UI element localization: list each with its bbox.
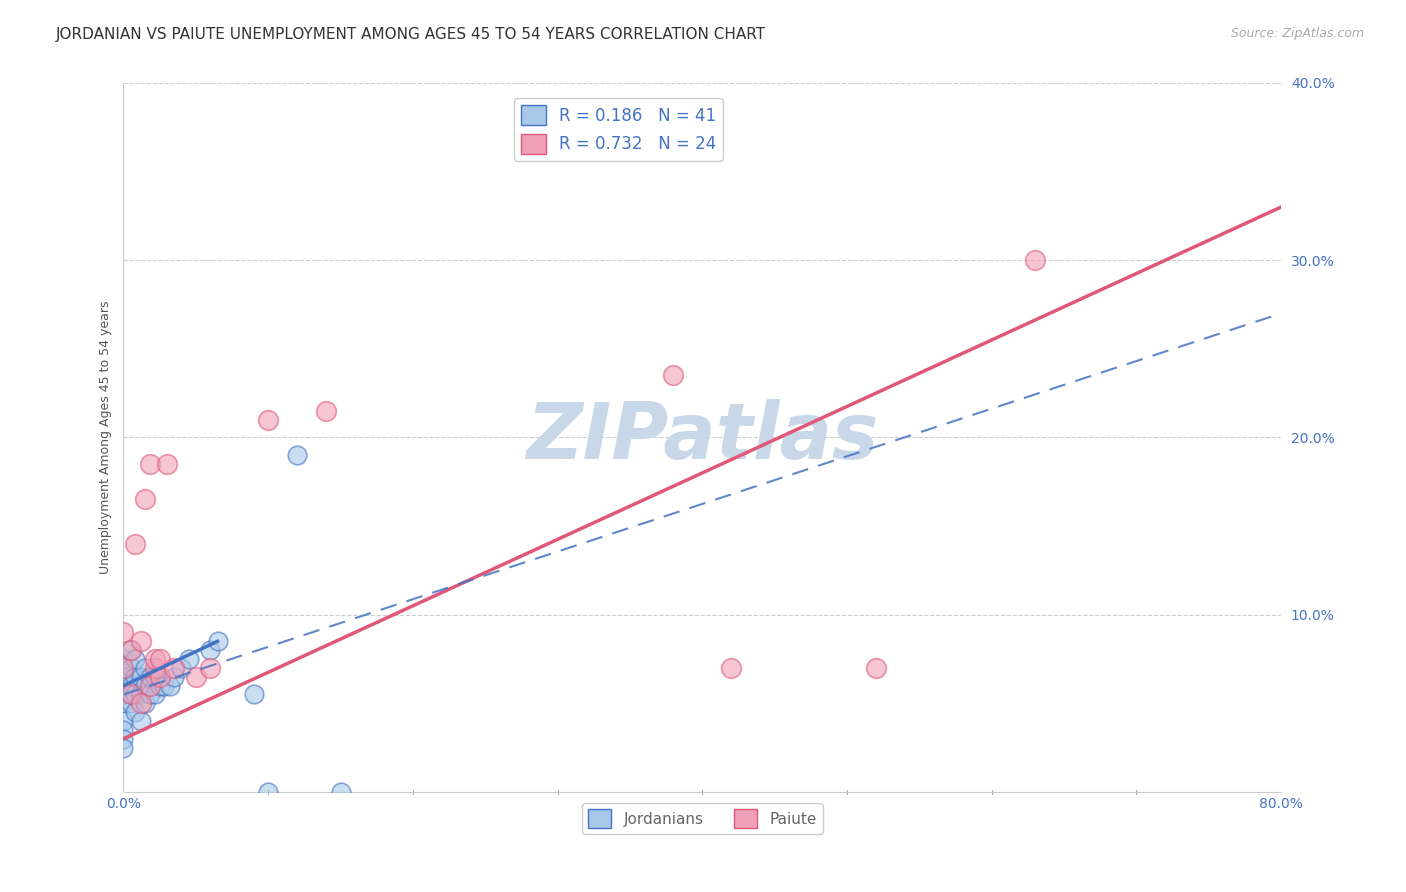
Point: [184, 670, 207, 684]
Text: ZIPatlas: ZIPatlas: [526, 400, 879, 475]
Point: [112, 670, 135, 684]
Point: [257, 785, 280, 799]
Point: [134, 661, 156, 675]
Point: [720, 661, 742, 675]
Point: [112, 723, 135, 737]
Point: [124, 537, 146, 551]
Point: [134, 679, 156, 693]
Point: [153, 679, 176, 693]
Point: [120, 696, 142, 710]
Point: [120, 679, 142, 693]
Text: JORDANIAN VS PAIUTE UNEMPLOYMENT AMONG AGES 45 TO 54 YEARS CORRELATION CHART: JORDANIAN VS PAIUTE UNEMPLOYMENT AMONG A…: [56, 27, 766, 42]
Point: [124, 652, 146, 666]
Point: [129, 714, 152, 728]
Point: [163, 661, 186, 675]
Point: [134, 492, 156, 507]
Text: Source: ZipAtlas.com: Source: ZipAtlas.com: [1230, 27, 1364, 40]
Legend: Jordanians, Paiute: Jordanians, Paiute: [582, 803, 823, 834]
Point: [242, 688, 264, 702]
Point: [207, 634, 229, 648]
Point: [138, 670, 160, 684]
Point: [129, 670, 152, 684]
Point: [143, 661, 166, 675]
Point: [257, 413, 280, 427]
Point: [138, 688, 160, 702]
Point: [134, 696, 156, 710]
Point: [156, 457, 179, 471]
Point: [143, 670, 166, 684]
Point: [138, 457, 160, 471]
Point: [177, 652, 200, 666]
Point: [149, 652, 172, 666]
Point: [112, 740, 135, 755]
Point: [112, 688, 135, 702]
Point: [112, 652, 135, 666]
Point: [662, 368, 685, 383]
Point: [143, 688, 166, 702]
Point: [112, 661, 135, 675]
Point: [865, 661, 887, 675]
Point: [120, 643, 142, 657]
Point: [129, 688, 152, 702]
Y-axis label: Unemployment Among Ages 45 to 54 years: Unemployment Among Ages 45 to 54 years: [100, 301, 112, 574]
Point: [129, 696, 152, 710]
Point: [112, 714, 135, 728]
Point: [112, 731, 135, 746]
Point: [200, 643, 222, 657]
Point: [163, 670, 186, 684]
Point: [112, 661, 135, 675]
Point: [112, 679, 135, 693]
Point: [120, 688, 142, 702]
Point: [149, 679, 172, 693]
Point: [120, 688, 142, 702]
Point: [129, 634, 152, 648]
Point: [143, 652, 166, 666]
Point: [159, 679, 181, 693]
Point: [112, 625, 135, 640]
Point: [170, 661, 193, 675]
Point: [124, 670, 146, 684]
Point: [120, 661, 142, 675]
Point: [149, 670, 172, 684]
Point: [112, 696, 135, 710]
Point: [124, 705, 146, 719]
Point: [200, 661, 222, 675]
Point: [138, 679, 160, 693]
Point: [315, 404, 337, 418]
Point: [329, 785, 352, 799]
Point: [120, 643, 142, 657]
Point: [124, 688, 146, 702]
Point: [285, 448, 308, 462]
Point: [1024, 253, 1046, 268]
